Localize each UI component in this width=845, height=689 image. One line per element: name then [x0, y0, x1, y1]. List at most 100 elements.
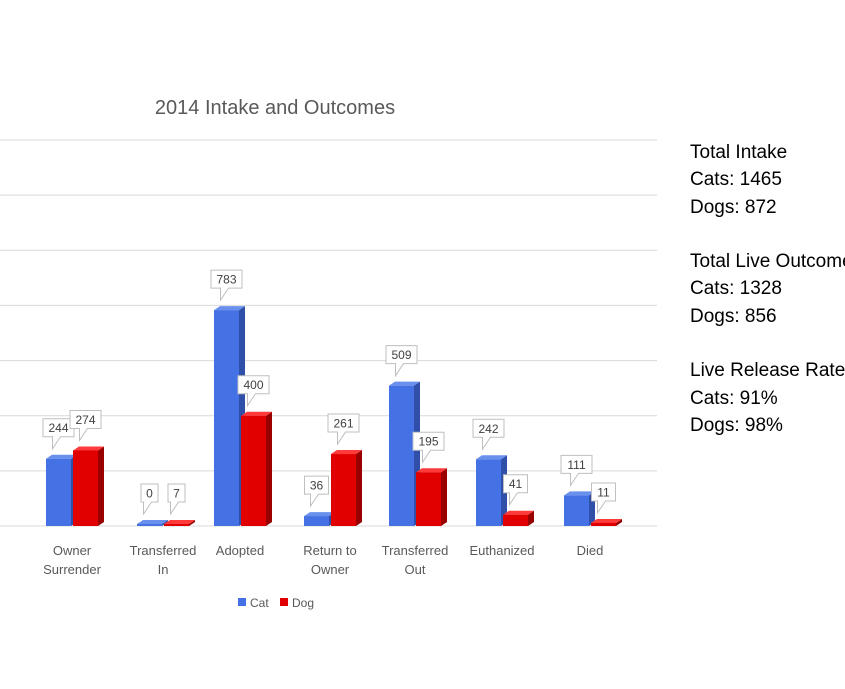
bar-cat — [564, 491, 595, 526]
data-label-callout — [591, 482, 616, 515]
data-label-callout — [327, 413, 360, 446]
bar-front — [214, 310, 239, 526]
bar-front — [164, 524, 189, 526]
bar-front — [503, 514, 528, 526]
data-label-dog: 7 — [167, 483, 186, 516]
bar-front — [73, 450, 98, 526]
data-label-callout — [69, 409, 102, 443]
data-label-value: 111 — [567, 458, 586, 472]
data-label-value: 41 — [509, 477, 523, 491]
bar-dog — [241, 411, 272, 526]
data-label-callout — [140, 483, 159, 516]
x-tick-label: Died — [577, 543, 604, 558]
bar-top — [389, 381, 420, 386]
data-label-callout — [503, 474, 528, 507]
bar-side — [98, 446, 104, 526]
bar-top — [46, 454, 77, 459]
data-label-callout — [560, 454, 593, 488]
data-label-callout — [304, 475, 329, 508]
bar-front — [137, 524, 162, 526]
summary-dogs-intake: Dogs: 872 — [690, 197, 777, 218]
data-label-value: 195 — [418, 435, 438, 449]
x-tick-label: Return to Owner — [303, 543, 356, 577]
legend-swatch-dog — [280, 598, 288, 606]
bar-cat — [476, 455, 507, 526]
bar-cat — [389, 381, 420, 526]
summary-cats-intake: Cats: 1465 — [690, 169, 782, 190]
bar-dog — [416, 468, 447, 526]
data-label-value: 274 — [75, 413, 95, 427]
x-tick-label: Euthanized — [469, 543, 534, 558]
bar-front — [416, 472, 441, 526]
data-label-value: 242 — [478, 422, 498, 436]
bar-top — [214, 306, 245, 311]
data-label-cat: 0 — [140, 483, 159, 516]
legend: Cat Dog — [238, 596, 314, 610]
bar-top — [331, 450, 362, 455]
x-tick-label: Transferred Out — [382, 543, 449, 577]
bar-top — [241, 411, 272, 416]
data-labels: 244078336509242111127474002611954111 — [42, 269, 616, 516]
bar-dog — [164, 520, 195, 526]
bar-side — [266, 411, 272, 526]
bar-front — [564, 495, 589, 526]
data-label-value: 509 — [391, 348, 411, 362]
summary-heading-intake: Total Intake — [690, 142, 788, 163]
bar-cat — [137, 520, 168, 526]
bar-side — [356, 450, 362, 526]
data-label-cat: 244 — [42, 418, 75, 451]
bar-top — [73, 446, 104, 451]
data-label-value: 36 — [310, 479, 324, 493]
bar-front — [241, 415, 266, 526]
data-label-callout — [412, 431, 445, 464]
data-label-cat: 509 — [385, 345, 418, 378]
bar-top — [476, 455, 507, 460]
summary-cats-live-release-rate: Cats: 91% — [690, 388, 778, 409]
data-label-value: 783 — [216, 273, 236, 287]
bar-front — [591, 522, 616, 526]
data-label-value: 261 — [333, 417, 353, 431]
data-label-dog: 261 — [327, 413, 360, 446]
bar-top — [503, 510, 534, 515]
bar-front — [46, 458, 71, 526]
x-tick-label: Transferred In — [130, 543, 197, 577]
x-axis-labels: StrayOwnerSurrenderTransferredInAdoptedR… — [43, 543, 604, 577]
bar-dog — [331, 450, 362, 526]
bar-side — [441, 468, 447, 526]
summary-heading-live-outcomes: Total Live Outcomes — [690, 251, 845, 272]
bar-side — [162, 520, 168, 526]
bar-front — [331, 454, 356, 526]
legend-swatch-cat — [238, 598, 246, 606]
bars — [46, 306, 622, 526]
bar-side — [616, 518, 622, 526]
data-label-value: 7 — [173, 487, 180, 501]
bar-top — [416, 468, 447, 473]
bar-dog — [503, 510, 534, 526]
bar-front — [389, 385, 414, 526]
bar-front — [476, 459, 501, 526]
chart-title: 2014 Intake and Outcomes — [155, 97, 395, 119]
data-label-value: 11 — [597, 485, 610, 499]
bar-top — [164, 520, 195, 524]
bar-top — [304, 512, 335, 517]
legend-label-cat: Cat — [250, 596, 269, 610]
bar-top — [564, 491, 595, 496]
bar-front — [304, 516, 329, 526]
data-label-cat: 36 — [304, 475, 329, 508]
data-label-callout — [167, 483, 186, 516]
data-label-callout — [210, 269, 243, 302]
summary-dogs-live-outcomes: Dogs: 856 — [690, 306, 777, 327]
summary-cats-live-outcomes: Cats: 1328 — [690, 278, 782, 299]
data-label-cat: 783 — [210, 269, 243, 302]
data-label-dog: 274 — [69, 409, 102, 443]
bar-cat — [304, 512, 335, 526]
data-label-value: 0 — [146, 487, 153, 501]
data-label-value: 244 — [48, 421, 68, 435]
data-label-callout — [385, 345, 418, 378]
bar-cat — [46, 454, 77, 526]
data-label-callout — [237, 375, 270, 408]
bar-dog — [591, 518, 622, 526]
bar-side — [528, 510, 534, 526]
